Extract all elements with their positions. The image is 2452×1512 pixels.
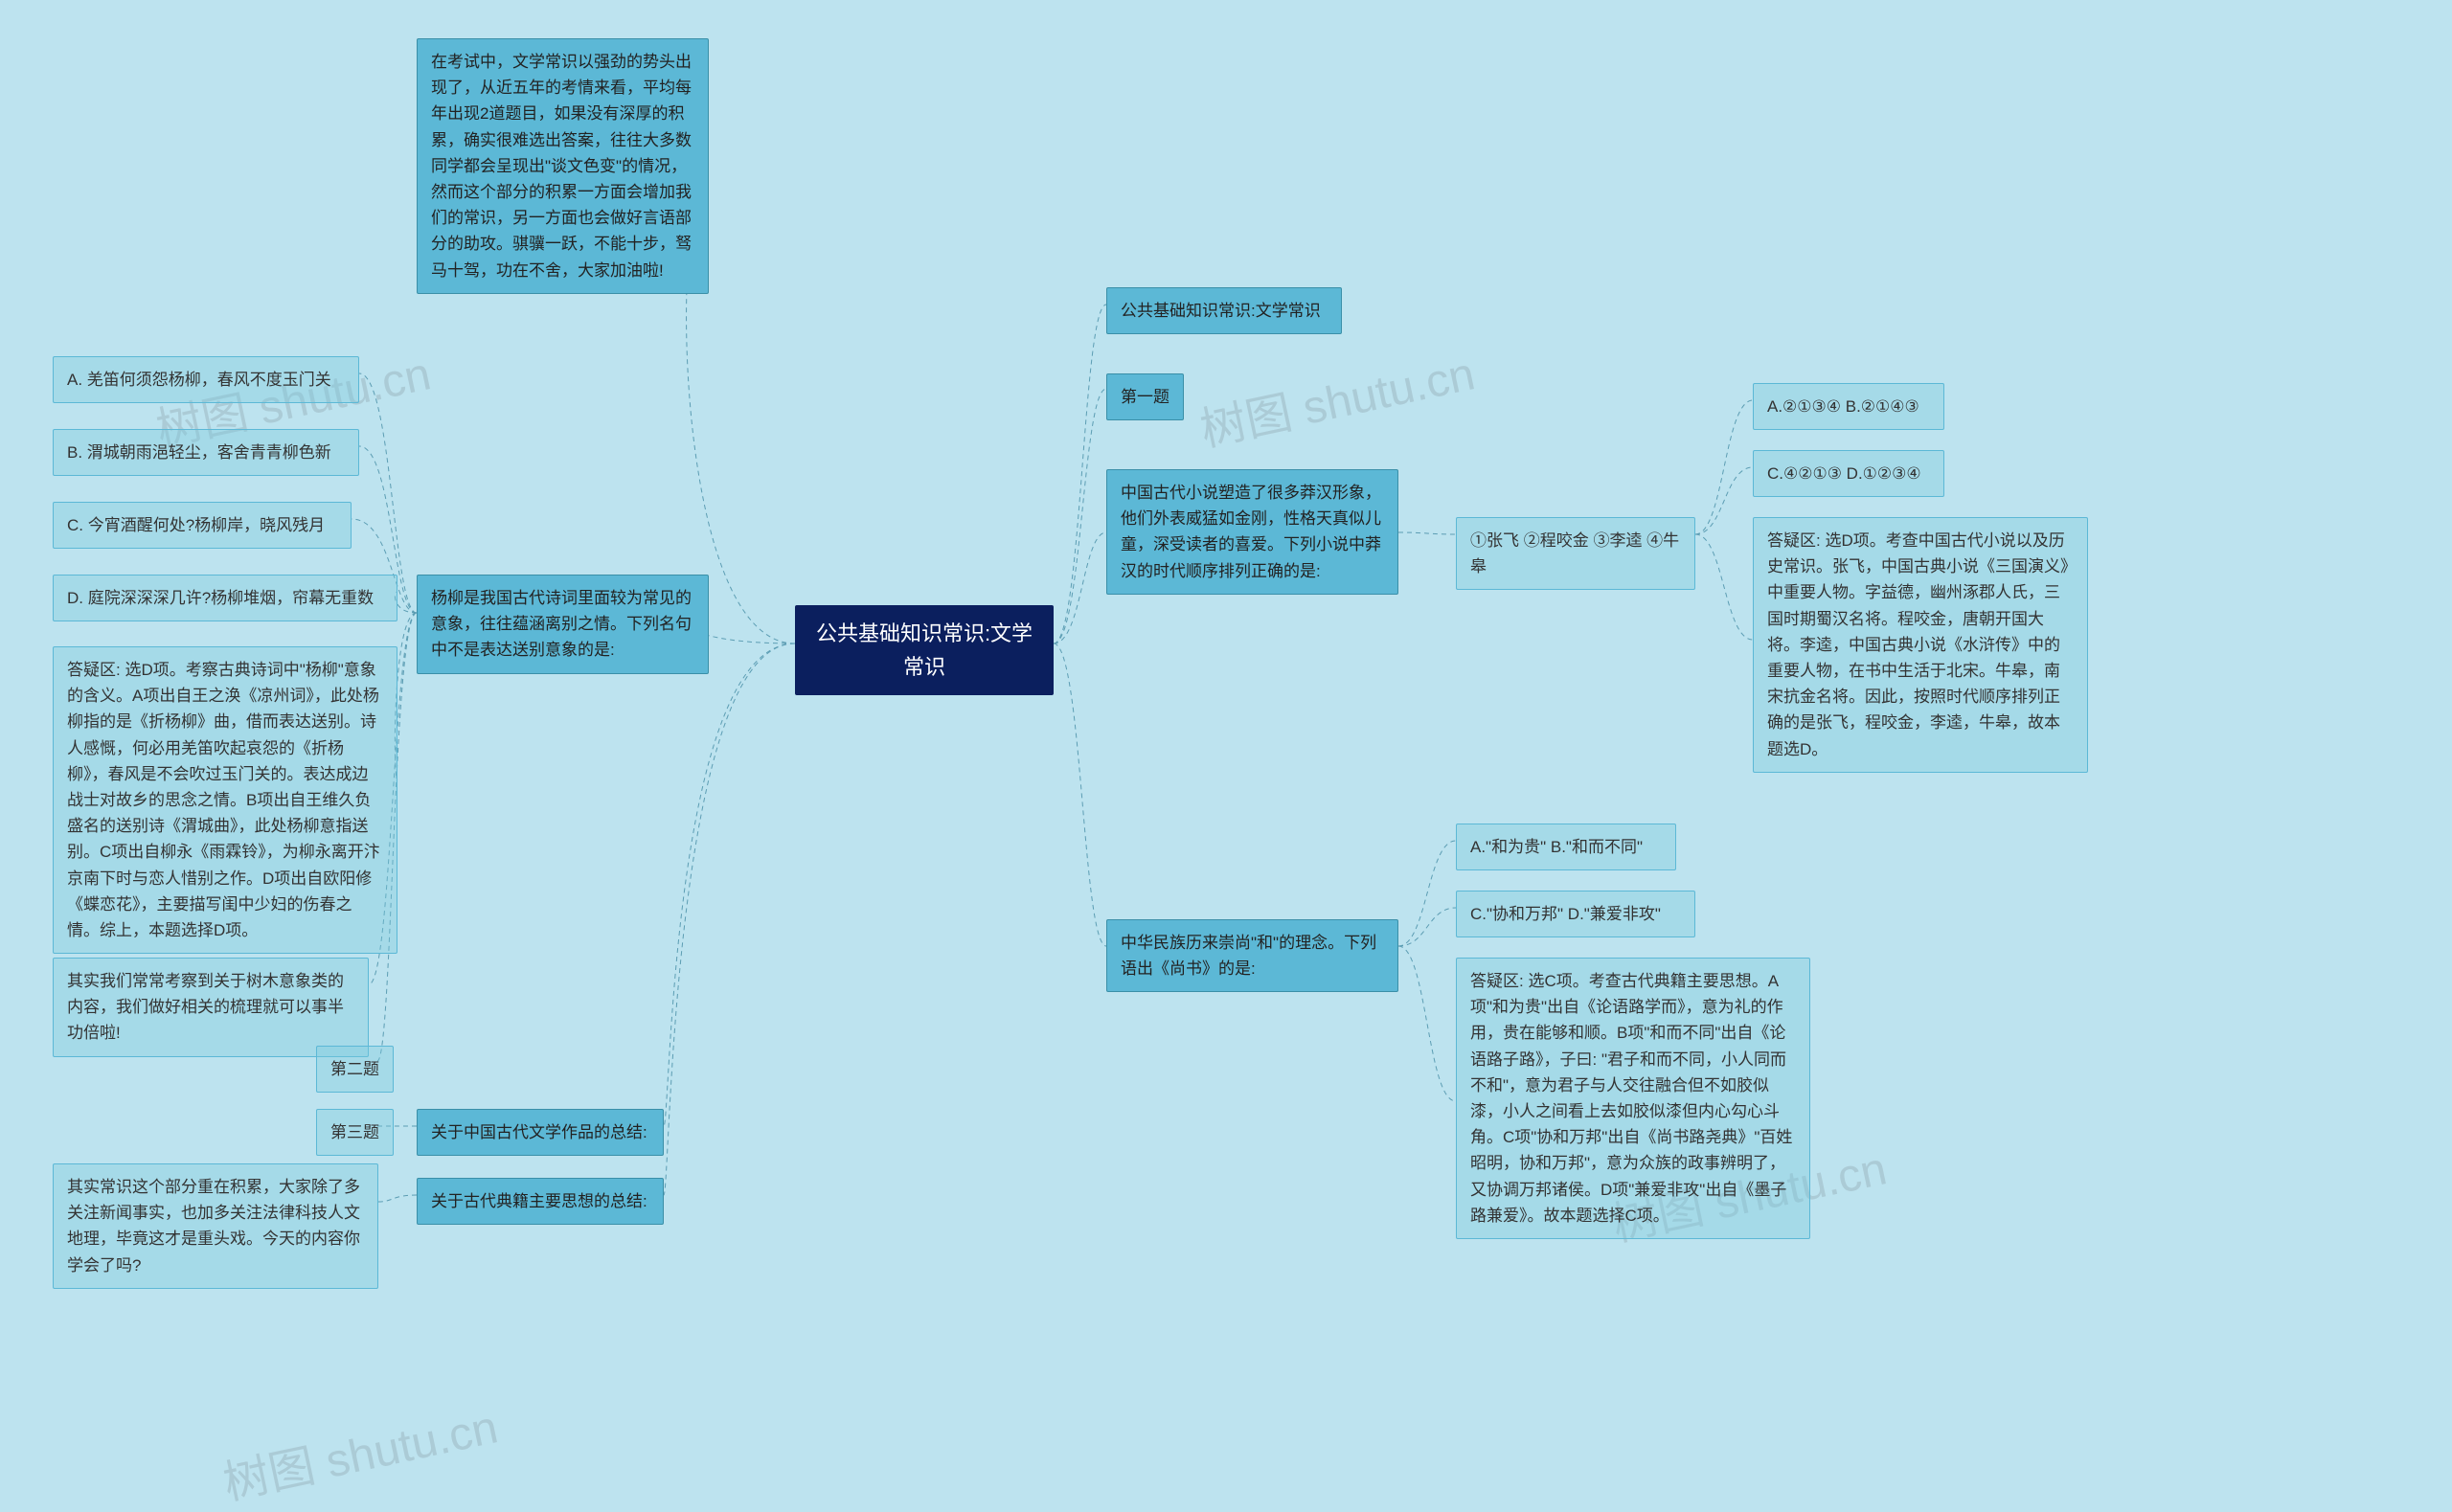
center-node[interactable]: 公共基础知识常识:文学常识 [795,605,1054,695]
tip-node[interactable]: 其实我们常常考察到关于树木意象类的内容，我们做好相关的梳理就可以事半功倍啦! [53,958,369,1057]
q1-opt-cd[interactable]: C.④②①③ D.①②③④ [1753,450,1944,497]
q1-tag[interactable]: 第一题 [1106,373,1184,420]
q4-node[interactable]: 关于古代典籍主要思想的总结: [417,1178,664,1225]
answer-explanation[interactable]: 答疑区: 选D项。考察古典诗词中"杨柳"意象的含义。A项出自王之涣《凉州词》，此… [53,646,397,954]
q2-opt-cd[interactable]: C."协和万邦" D."兼爱非攻" [1456,891,1695,937]
q1-question[interactable]: 中国古代小说塑造了很多莽汉形象，他们外表威猛如金刚，性格天真似儿童，深受读者的喜… [1106,469,1398,595]
intro-node[interactable]: 在考试中，文学常识以强劲的势头出现了，从近五年的考情来看，平均每年出现2道题目，… [417,38,709,294]
q1-opt-ab[interactable]: A.②①③④ B.②①④③ [1753,383,1944,430]
q2-opt-ab[interactable]: A."和为贵" B."和而不同" [1456,824,1676,870]
option-b[interactable]: B. 渭城朝雨浥轻尘，客舍青青柳色新 [53,429,359,476]
option-a[interactable]: A. 羌笛何须怨杨柳，春风不度玉门关 [53,356,359,403]
title-repeat[interactable]: 公共基础知识常识:文学常识 [1106,287,1342,334]
yangliu-question[interactable]: 杨柳是我国古代诗词里面较为常见的意象，往往蕴涵离别之情。下列名句中不是表达送别意… [417,575,709,674]
q1-answer[interactable]: 答疑区: 选D项。考查中国古代小说以及历史常识。张飞，中国古典小说《三国演义》中… [1753,517,2088,773]
watermark: 树图 shutu.cn [1193,336,1480,460]
q3-node[interactable]: 关于中国古代文学作品的总结: [417,1109,664,1156]
q4-tip[interactable]: 其实常识这个部分重在积累，大家除了多关注新闻事实，也加多关注法律科技人文地理，毕… [53,1163,378,1289]
q2-answer[interactable]: 答疑区: 选C项。考查古代典籍主要思想。A项"和为贵"出自《论语路学而》，意为礼… [1456,958,1810,1239]
watermark: 树图 shutu.cn [216,1389,503,1512]
q3-tag[interactable]: 第三题 [316,1109,394,1156]
q2-tag[interactable]: 第二题 [316,1046,394,1093]
option-d[interactable]: D. 庭院深深深几许?杨柳堆烟，帘幕无重数 [53,575,397,621]
q2-question[interactable]: 中华民族历来崇尚"和"的理念。下列语出《尚书》的是: [1106,919,1398,992]
option-c[interactable]: C. 今宵酒醒何处?杨柳岸，晓风残月 [53,502,352,549]
q1-mid-options[interactable]: ①张飞 ②程咬金 ③李逵 ④牛皋 [1456,517,1695,590]
